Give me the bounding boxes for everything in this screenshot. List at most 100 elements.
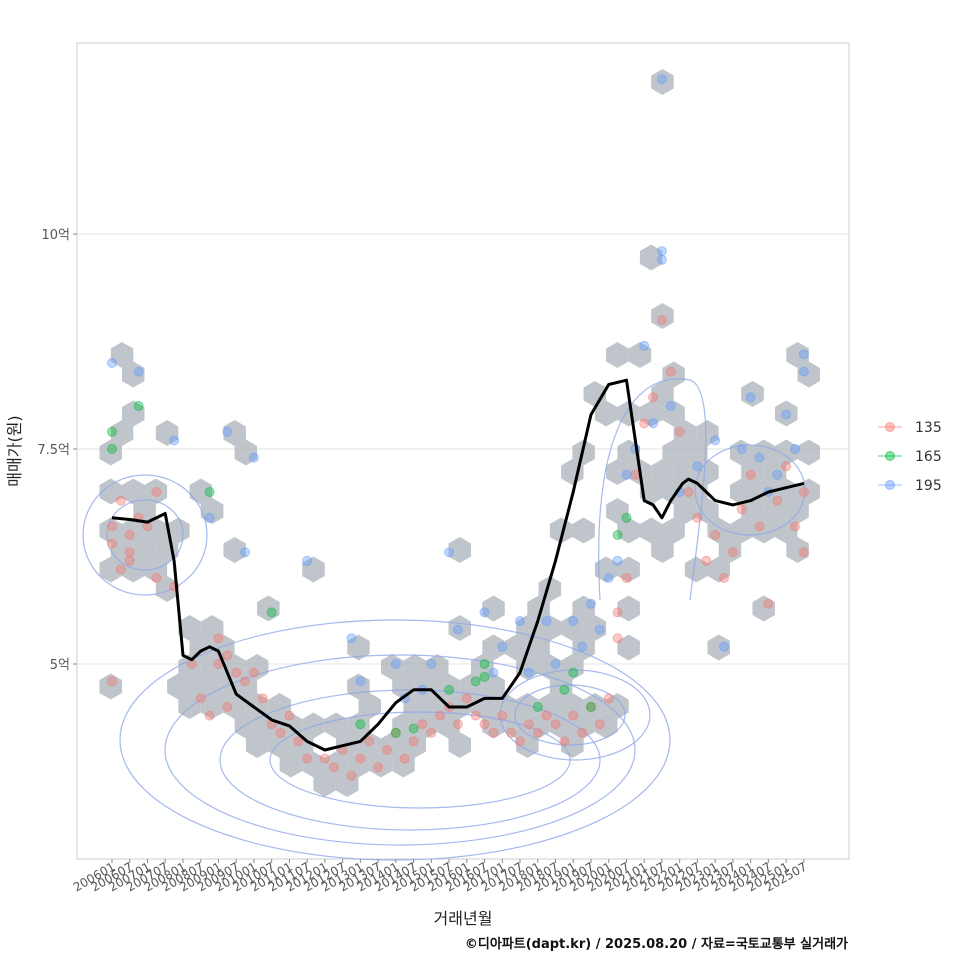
- point-135: [284, 710, 295, 721]
- hex-bin: [617, 595, 640, 622]
- hex-bin: [335, 771, 359, 797]
- hex-bin: [122, 556, 145, 583]
- point-195: [355, 676, 366, 687]
- hex-bin: [696, 420, 719, 446]
- hex-bin: [99, 478, 122, 505]
- point-195: [612, 555, 623, 566]
- density-contour: [219, 689, 601, 831]
- point-135: [612, 633, 623, 644]
- point-165: [107, 444, 117, 454]
- point-135: [355, 753, 366, 764]
- hex-bin: [99, 556, 122, 583]
- hex-bin: [527, 634, 550, 661]
- point-195: [568, 616, 579, 626]
- hex-bin: [786, 342, 809, 368]
- hex-bin: [572, 595, 595, 622]
- hex-bin: [448, 537, 471, 563]
- point-135: [240, 676, 250, 687]
- point-135: [639, 418, 650, 429]
- point-135: [213, 633, 224, 644]
- point-195: [515, 616, 525, 626]
- point-195: [479, 607, 490, 618]
- hex-bin: [741, 498, 764, 524]
- hex-bin: [617, 439, 640, 466]
- transaction-points-layer: [107, 74, 809, 781]
- hex-bin: [662, 439, 685, 466]
- point-135: [488, 727, 499, 738]
- point-195: [710, 435, 721, 446]
- hex-bin: [245, 732, 269, 758]
- point-165: [479, 659, 490, 669]
- point-135: [319, 753, 330, 764]
- hex-bin: [234, 712, 258, 739]
- hex-bin: [504, 634, 528, 661]
- hex-bin: [212, 634, 235, 661]
- hex-bin: [730, 478, 753, 505]
- hex-bin: [639, 517, 663, 544]
- hex-bin: [122, 517, 145, 544]
- point-135: [417, 719, 428, 730]
- point-135: [479, 719, 490, 730]
- hex-bin: [167, 673, 190, 700]
- hex-bin: [561, 693, 584, 719]
- y-axis-title: 매매가(원): [5, 415, 24, 486]
- point-195: [736, 444, 747, 454]
- hex-bin: [606, 693, 629, 719]
- point-135: [115, 495, 126, 506]
- point-195: [790, 444, 800, 454]
- hex-bin: [122, 400, 145, 427]
- point-195: [390, 659, 401, 669]
- hex-bin: [639, 478, 663, 505]
- point-135: [426, 727, 437, 738]
- point-165: [586, 702, 596, 712]
- legend-label-165: 165: [915, 449, 942, 465]
- hex-bin: [549, 517, 573, 544]
- hex-bin: [797, 439, 820, 466]
- hex-bin: [594, 400, 618, 427]
- point-195: [133, 366, 144, 377]
- point-135: [151, 487, 162, 497]
- point-135: [470, 710, 481, 721]
- moving-average-trend-line: [111, 378, 805, 752]
- point-135: [124, 555, 135, 566]
- point-195: [665, 401, 676, 411]
- point-165: [479, 671, 490, 682]
- point-135: [124, 547, 135, 558]
- hex-bin: [572, 517, 595, 544]
- point-165: [390, 727, 401, 738]
- source-caption: ©디아파트(dapt.kr) / 2025.08.20 / 자료=국토교통부 실…: [465, 936, 848, 952]
- hex-bin: [775, 400, 798, 427]
- hex-bin: [752, 517, 775, 544]
- hex-bin: [414, 712, 438, 739]
- point-195: [621, 469, 632, 480]
- hex-bin: [189, 673, 213, 700]
- point-135: [763, 598, 774, 609]
- density-contour: [514, 684, 626, 746]
- hex-bin: [144, 478, 168, 505]
- point-195: [594, 624, 605, 635]
- hex-bin: [730, 517, 753, 544]
- point-135: [577, 727, 588, 738]
- hex-bin: [651, 69, 674, 95]
- point-135: [523, 719, 534, 730]
- point-135: [151, 573, 162, 583]
- hex-bin: [741, 459, 764, 485]
- point-195: [603, 573, 614, 583]
- hex-bin: [437, 673, 460, 700]
- hex-bin: [200, 498, 224, 524]
- point-135: [115, 564, 126, 575]
- point-135: [328, 762, 339, 773]
- hex-bin: [200, 615, 224, 641]
- hex-bin: [302, 556, 325, 583]
- hex-bin: [122, 478, 145, 505]
- point-135: [665, 366, 676, 377]
- hex-bin: [538, 615, 562, 641]
- hex-bin: [392, 712, 415, 739]
- point-135: [275, 727, 286, 738]
- x-axis-title: 거래년월: [434, 909, 493, 928]
- point-135: [222, 702, 233, 712]
- point-135: [719, 573, 729, 583]
- hex-bin: [99, 439, 122, 466]
- hex-bin: [639, 244, 663, 271]
- hex-bin: [752, 595, 775, 622]
